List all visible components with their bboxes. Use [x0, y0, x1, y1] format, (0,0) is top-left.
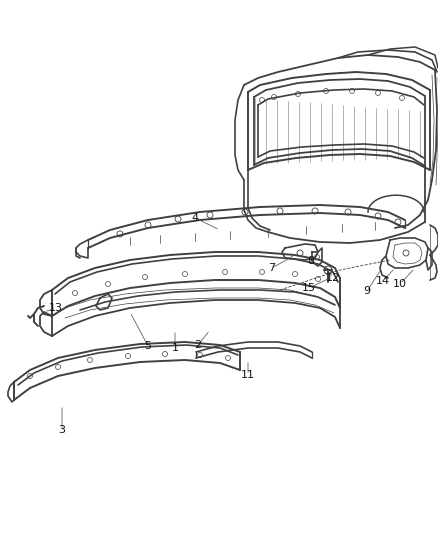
Text: 4: 4 [191, 213, 198, 223]
Text: 8: 8 [307, 256, 314, 266]
Text: 1: 1 [172, 343, 179, 353]
Text: 9: 9 [364, 286, 371, 296]
Text: 7: 7 [268, 263, 276, 273]
Text: 12: 12 [326, 273, 340, 283]
Text: 10: 10 [393, 279, 407, 289]
Text: 14: 14 [376, 276, 390, 286]
Text: 5: 5 [145, 341, 152, 351]
Text: 3: 3 [59, 425, 66, 435]
Text: 2: 2 [194, 340, 201, 350]
Text: 15: 15 [302, 283, 316, 293]
Text: 13: 13 [49, 303, 63, 313]
Text: 11: 11 [241, 370, 255, 380]
